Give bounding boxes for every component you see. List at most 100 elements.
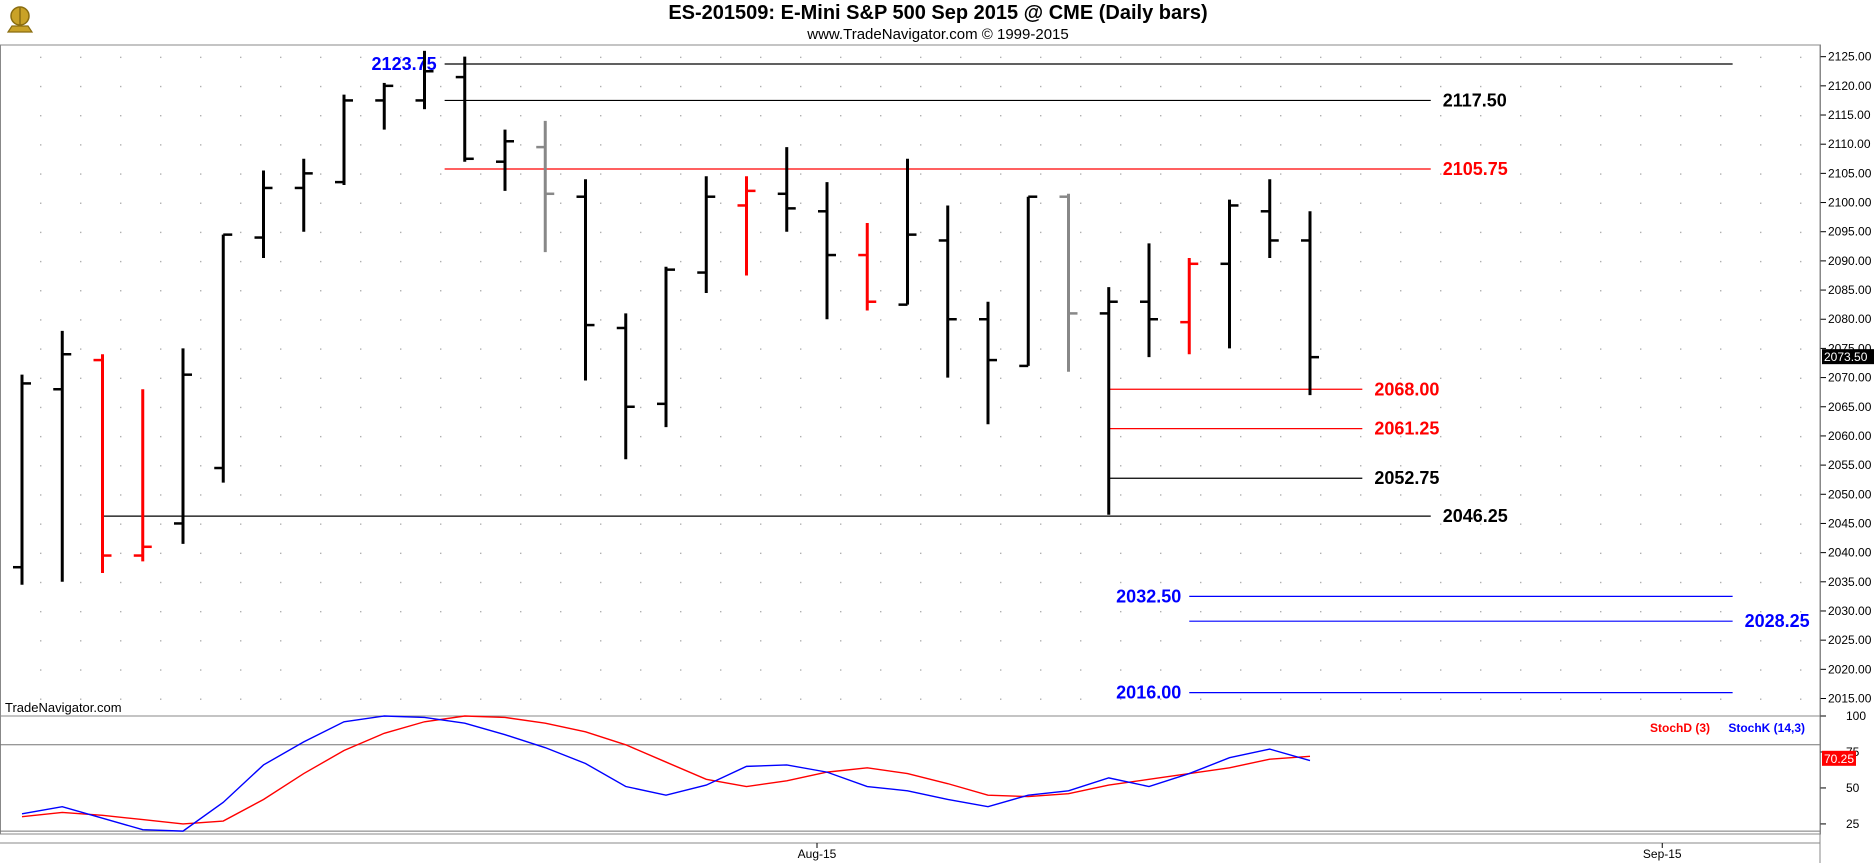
grid-dot: [880, 465, 882, 467]
grid-dot: [1440, 202, 1442, 204]
grid-dot: [720, 260, 722, 263]
grid-dot: [520, 552, 522, 555]
grid-dot: [1680, 231, 1682, 234]
grid-dot: [40, 144, 42, 146]
grid-dot: [1000, 640, 1002, 642]
grid-dot: [600, 435, 602, 438]
osc-legend-item: StochK (14,3): [1728, 721, 1805, 735]
grid-dot: [920, 406, 922, 409]
grid-dot: [80, 231, 82, 234]
grid-dot: [880, 581, 882, 584]
grid-dot: [1080, 144, 1082, 146]
grid-dot: [880, 698, 882, 700]
grid-dot: [1160, 290, 1162, 292]
grid-dot: [1280, 494, 1282, 496]
grid-dot: [1240, 581, 1242, 584]
grid-dot: [240, 144, 242, 146]
grid-dot: [160, 144, 162, 146]
grid-dot: [1640, 698, 1642, 700]
grid-dot: [720, 319, 722, 321]
grid-dot: [1240, 610, 1242, 613]
grid-dot: [1280, 581, 1282, 584]
grid-dot: [560, 319, 562, 321]
grid-dot: [80, 406, 82, 409]
grid-dot: [480, 610, 482, 613]
grid-dot: [1120, 202, 1122, 204]
grid-dot: [40, 581, 42, 584]
grid-dot: [1120, 144, 1122, 146]
price-tick-label: 2040.00: [1828, 546, 1872, 560]
grid-dot: [1120, 290, 1122, 292]
grid-dot: [1800, 202, 1802, 204]
grid-dot: [600, 406, 602, 409]
grid-dot: [960, 260, 962, 263]
grid-dot: [1400, 552, 1402, 555]
grid-dot: [1360, 144, 1362, 146]
grid-dot: [960, 494, 962, 496]
last-price-label: 2073.50: [1824, 350, 1868, 364]
grid-dot: [1200, 640, 1202, 642]
grid-dot: [560, 523, 562, 525]
grid-dot: [320, 173, 322, 175]
grid-dot: [1560, 669, 1562, 671]
grid-dot: [1760, 85, 1762, 88]
level-label: 2028.25: [1745, 611, 1810, 631]
grid-dot: [840, 144, 842, 146]
grid-dot: [1400, 319, 1402, 321]
grid-dot: [440, 85, 442, 88]
grid-dot: [440, 56, 442, 59]
grid-dot: [840, 115, 842, 117]
grid-dot: [920, 698, 922, 700]
grid-dot: [440, 202, 442, 204]
grid-dot: [800, 552, 802, 555]
grid-dot: [1480, 348, 1482, 350]
grid-dot: [360, 85, 362, 88]
grid-dot: [1680, 494, 1682, 496]
grid-dot: [280, 231, 282, 234]
grid-dot: [1240, 377, 1242, 379]
grid-dot: [1080, 202, 1082, 204]
grid-dot: [320, 435, 322, 438]
grid-dot: [1640, 494, 1642, 496]
grid-dot: [120, 144, 122, 146]
grid-dot: [80, 610, 82, 613]
grid-dot: [1600, 231, 1602, 234]
grid-dot: [1720, 552, 1722, 555]
grid-dot: [120, 552, 122, 555]
grid-dot: [1720, 581, 1722, 584]
grid-dot: [320, 348, 322, 350]
grid-dot: [1480, 231, 1482, 234]
grid-dot: [80, 173, 82, 175]
grid-dot: [160, 465, 162, 467]
last-price-marker: [1822, 349, 1874, 365]
grid-dot: [560, 465, 562, 467]
grid-dot: [1280, 144, 1282, 146]
grid-dot: [640, 115, 642, 117]
grid-dot: [1080, 56, 1082, 59]
grid-dot: [400, 202, 402, 204]
ohlc-bar: [858, 222, 877, 311]
grid-dot: [1000, 202, 1002, 204]
grid-dot: [240, 377, 242, 379]
grid-dot: [1640, 56, 1642, 59]
grid-dot: [840, 406, 842, 409]
grid-dot: [1800, 56, 1802, 59]
grid-dot: [1800, 640, 1802, 642]
grid-dot: [920, 260, 922, 263]
grid-dot: [1680, 640, 1682, 642]
grid-dot: [400, 435, 402, 438]
grid-dot: [760, 465, 762, 467]
grid-dot: [440, 610, 442, 613]
price-tick-label: 2045.00: [1828, 516, 1872, 530]
grid-dot: [1480, 319, 1482, 321]
grid-dot: [800, 173, 802, 175]
grid-dot: [560, 494, 562, 496]
grid-dot: [1200, 202, 1202, 204]
grid-dot: [40, 523, 42, 525]
grid-dot: [1040, 348, 1042, 350]
price-tick-label: 2015.00: [1828, 691, 1872, 705]
grid-dot: [720, 290, 722, 292]
grid-dot: [1040, 465, 1042, 467]
grid-dot: [40, 610, 42, 613]
grid-dot: [560, 173, 562, 175]
